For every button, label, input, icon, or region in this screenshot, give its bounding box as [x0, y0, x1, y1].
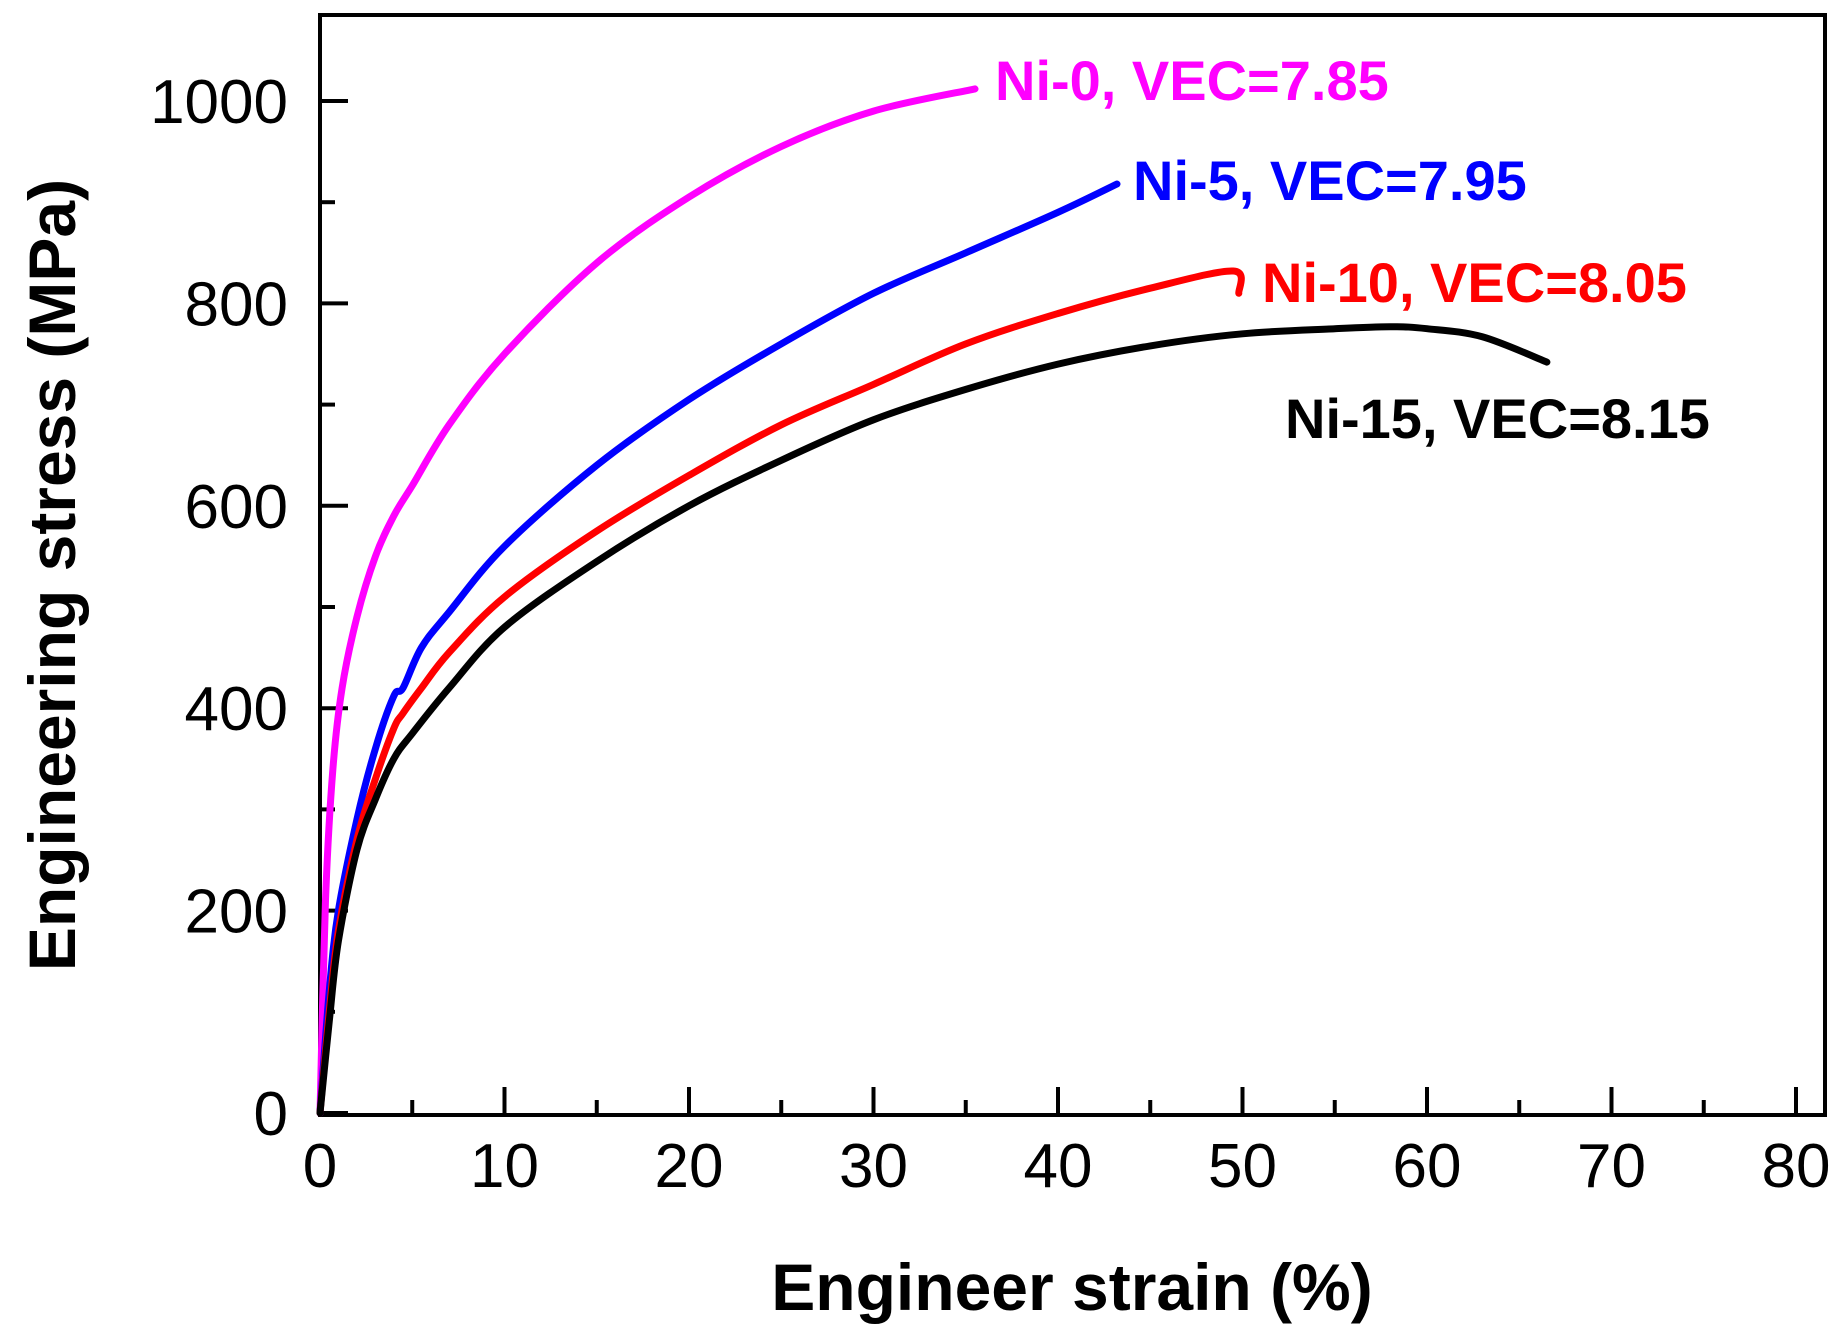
y-tick-label: 200	[185, 878, 288, 947]
x-axis-title: Engineer strain (%)	[771, 1250, 1372, 1324]
plot-frame	[318, 13, 1827, 1117]
series-line-1	[316, 180, 1121, 1117]
x-tick-label: 20	[655, 1132, 724, 1201]
series-line-0	[316, 85, 979, 1117]
series-line-3	[316, 323, 1551, 1117]
x-tick-label: 40	[1024, 1132, 1093, 1201]
y-tick-label: 1000	[150, 68, 288, 137]
series-curves	[316, 85, 1551, 1117]
y-axis-title: Engineering stress (MPa)	[15, 179, 89, 971]
series-label-ni-5: Ni-5, VEC=7.95	[1133, 149, 1527, 212]
x-tick-label: 70	[1577, 1132, 1646, 1201]
series-line-2	[316, 267, 1245, 1117]
x-tick-label: 60	[1393, 1132, 1462, 1201]
series-label-ni-0: Ni-0, VEC=7.85	[995, 49, 1389, 112]
x-tick-label: 30	[839, 1132, 908, 1201]
y-tick-label: 0	[254, 1080, 288, 1149]
x-tick-label: 0	[303, 1132, 337, 1201]
x-axis: 0 10 20 30 40 50 60 70 80	[303, 1087, 1831, 1201]
x-tick-label: 50	[1208, 1132, 1277, 1201]
y-tick-label: 400	[185, 675, 288, 744]
x-tick-label: 10	[470, 1132, 539, 1201]
x-tick-label: 80	[1762, 1132, 1831, 1201]
y-tick-label: 600	[185, 473, 288, 542]
y-tick-label: 800	[185, 270, 288, 339]
series-label-ni-10: Ni-10, VEC=8.05	[1262, 251, 1687, 314]
series-label-ni-15: Ni-15, VEC=8.15	[1285, 387, 1710, 450]
